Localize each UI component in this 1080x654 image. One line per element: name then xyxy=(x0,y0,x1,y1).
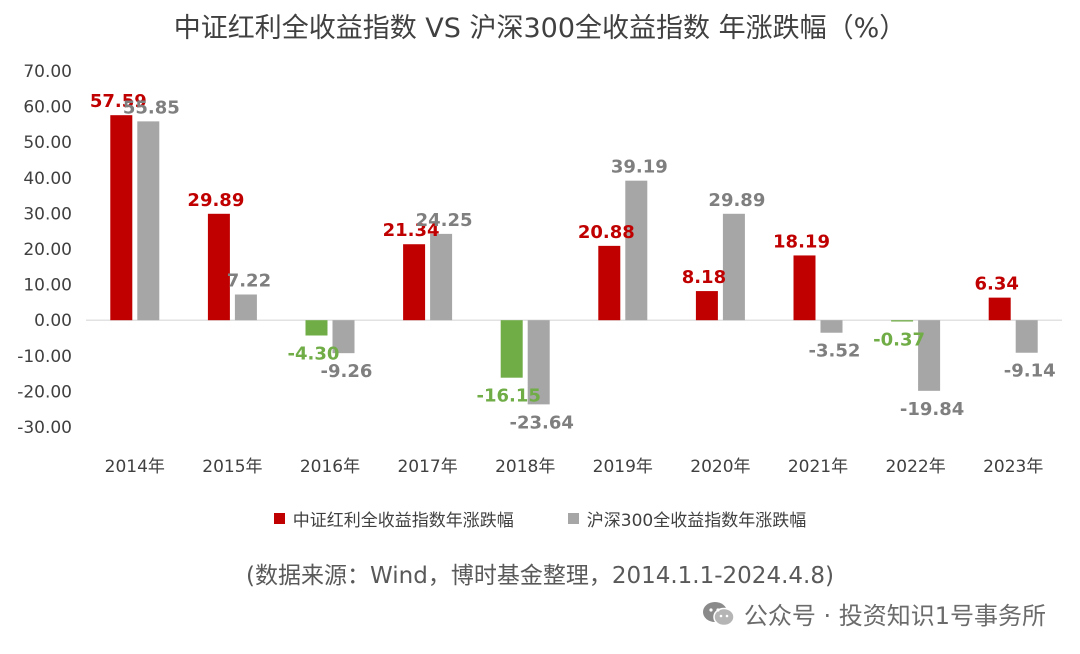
legend-item-series1: 中证红利全收益指数年涨跌幅 xyxy=(273,506,514,531)
x-tick-label: 2016年 xyxy=(300,457,360,477)
data-label-series2: 55.85 xyxy=(123,97,180,118)
data-label-series2: -23.64 xyxy=(509,412,573,433)
x-tick-label: 2023年 xyxy=(983,457,1043,477)
legend-swatch-series1 xyxy=(273,513,285,524)
data-label-series1: 21.34 xyxy=(383,220,440,241)
y-tick-label: 60.00 xyxy=(23,98,72,118)
x-tick-label: 2022年 xyxy=(885,457,945,477)
data-label-series2: 7.22 xyxy=(227,270,271,291)
y-tick-label: 20.00 xyxy=(23,240,72,260)
x-tick-label: 2017年 xyxy=(397,457,457,477)
data-label-series1: -16.15 xyxy=(476,386,540,407)
x-tick-label: 2014年 xyxy=(105,457,165,477)
y-tick-label: 40.00 xyxy=(23,169,72,189)
y-tick-label: 50.00 xyxy=(23,133,72,153)
data-label-series1: 6.34 xyxy=(974,274,1018,295)
legend-swatch-series2 xyxy=(567,513,579,524)
legend-label-series1: 中证红利全收益指数年涨跌幅 xyxy=(292,511,514,531)
data-label-series1: -4.30 xyxy=(288,344,340,365)
y-tick-label: -10.00 xyxy=(17,347,72,367)
source-note: (数据来源：Wind，博时基金整理，2014.1.1-2024.4.8) xyxy=(246,563,834,589)
y-tick-label: 70.00 xyxy=(23,62,72,82)
bar-series2 xyxy=(1015,320,1038,353)
bar-series1 xyxy=(403,244,426,321)
data-label-series1: 18.19 xyxy=(773,231,830,252)
bar-series1 xyxy=(988,297,1011,321)
bar-series2 xyxy=(625,180,648,321)
bar-series1 xyxy=(695,291,718,321)
bar-series2 xyxy=(820,320,843,333)
bar-series1 xyxy=(305,320,328,336)
x-tick-label: 2015年 xyxy=(202,457,262,477)
data-label-series1: -0.37 xyxy=(873,330,925,351)
bar-series2 xyxy=(234,294,257,321)
bar-series1 xyxy=(110,115,133,321)
bar-series2 xyxy=(918,320,941,391)
bar-series1 xyxy=(207,213,230,321)
bar-series2 xyxy=(137,121,160,321)
y-tick-label: -30.00 xyxy=(17,418,72,438)
wechat-icon xyxy=(702,601,735,626)
chart-title: 中证红利全收益指数 VS 沪深300全收益指数 年涨跌幅（%） xyxy=(173,13,907,44)
legend-item-series2: 沪深300全收益指数年涨跌幅 xyxy=(567,506,807,531)
x-tick-label: 2018年 xyxy=(495,457,555,477)
y-tick-label: 10.00 xyxy=(23,276,72,296)
legend-label-series2: 沪深300全收益指数年涨跌幅 xyxy=(586,511,807,531)
data-label-series2: -3.52 xyxy=(809,341,861,362)
bar-series1 xyxy=(891,320,914,322)
data-label-series2: -9.14 xyxy=(1004,361,1056,382)
watermark-text: 公众号 · 投资知识1号事务所 xyxy=(743,602,1046,630)
data-label-series2: 39.19 xyxy=(611,157,668,178)
chart-legend: 中证红利全收益指数年涨跌幅 沪深300全收益指数年涨跌幅 xyxy=(0,506,1080,531)
bar-series1 xyxy=(598,245,621,321)
data-label-series2: 29.89 xyxy=(708,190,765,211)
bar-series1 xyxy=(500,320,523,378)
data-label-series2: 24.25 xyxy=(416,210,473,231)
data-label-series1: 20.88 xyxy=(578,222,635,243)
x-tick-label: 2020年 xyxy=(690,457,750,477)
y-tick-label: 30.00 xyxy=(23,204,72,224)
data-label-series1: 8.18 xyxy=(682,267,726,288)
y-tick-label: -20.00 xyxy=(17,382,72,402)
bar-series2 xyxy=(722,213,745,321)
bar-series2 xyxy=(430,233,453,321)
bar-series2 xyxy=(527,320,550,405)
bar-series2 xyxy=(332,320,355,354)
bar-chart: 70.00 60.00 50.00 40.00 30.00 20.00 10.00 0.00 -… xyxy=(17,62,1062,477)
data-label-series1: 57.59 xyxy=(90,91,147,112)
data-label-series2: -19.84 xyxy=(900,399,964,420)
x-tick-label: 2019年 xyxy=(593,457,653,477)
data-label-series2: -9.26 xyxy=(321,361,373,382)
watermark: 公众号 · 投资知识1号事务所 xyxy=(702,596,1046,631)
data-label-series1: 29.89 xyxy=(187,190,244,211)
bar-series1 xyxy=(793,255,816,321)
x-tick-label: 2021年 xyxy=(788,457,848,477)
y-tick-label: 0.00 xyxy=(34,311,72,331)
